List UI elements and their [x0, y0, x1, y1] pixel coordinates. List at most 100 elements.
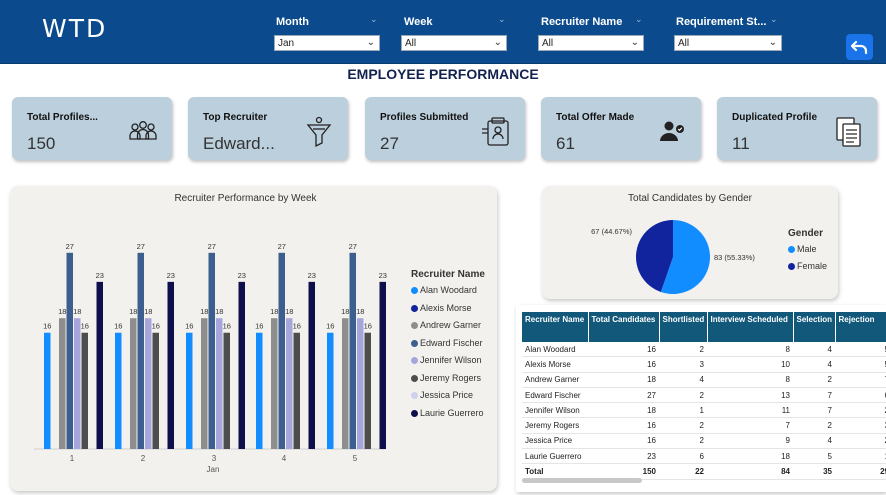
legend-label: Alan Woodard: [420, 285, 477, 295]
table-cell: 16: [588, 356, 659, 373]
pie-data-label: 83 (55.33%): [714, 253, 755, 262]
bar[interactable]: [364, 332, 372, 449]
logo: WTD: [42, 14, 108, 43]
bar-data-label: 18: [356, 307, 364, 316]
bar[interactable]: [59, 318, 66, 449]
bar[interactable]: [201, 318, 208, 449]
bar-data-label: 18: [270, 307, 278, 316]
column-header[interactable]: Total Candidates: [588, 312, 660, 342]
chevron-down-icon[interactable]: ⌄: [370, 14, 378, 24]
pie-legend: Gender Male Female: [788, 228, 827, 275]
bar[interactable]: [208, 252, 216, 449]
legend-dot-icon: [411, 392, 418, 400]
legend-dot-icon: [411, 287, 418, 295]
legend-item[interactable]: Jessica Price: [411, 387, 485, 405]
bar[interactable]: [342, 318, 349, 449]
table-row: Laurie Guerrero2361851: [522, 448, 886, 465]
pie-slice[interactable]: [636, 220, 673, 292]
column-header[interactable]: Rejection: [835, 312, 886, 342]
bar[interactable]: [66, 252, 74, 449]
bar-data-label: 16: [81, 322, 89, 331]
legend-item[interactable]: Laurie Guerrero: [411, 405, 485, 423]
bar[interactable]: [293, 332, 301, 449]
legend-item[interactable]: Jeremy Rogers: [411, 370, 485, 388]
bar[interactable]: [167, 281, 175, 449]
month-dropdown[interactable]: Jan ⌄: [274, 35, 380, 51]
requirement-status-slicer[interactable]: Requirement St... ⌄ All ⌄: [674, 14, 782, 51]
bar[interactable]: [137, 252, 145, 449]
bar-legend: Recruiter Name Alan Woodard Alexis Morse A…: [411, 269, 485, 422]
kpi-label: Total Offer Made: [556, 112, 635, 123]
chart-title: Total Candidates by Gender: [628, 193, 752, 204]
column-header[interactable]: Recruiter Name: [522, 312, 589, 342]
month-slicer-label: Month: [276, 16, 309, 28]
table-cell: 7: [835, 372, 886, 388]
requirement-dropdown[interactable]: All ⌄: [674, 35, 782, 51]
pie-chart-svg: 83 (55.33%) 67 (44.67%): [591, 220, 755, 294]
table-cell: 7: [707, 417, 793, 434]
bar[interactable]: [379, 281, 387, 449]
bar[interactable]: [357, 318, 364, 449]
table-cell: 2: [835, 433, 886, 450]
bar[interactable]: [115, 332, 122, 449]
bar[interactable]: [256, 332, 263, 449]
legend-item[interactable]: Andrew Garner: [411, 317, 485, 335]
table-cell: 2: [659, 417, 707, 434]
recruiter-dropdown[interactable]: All ⌄: [538, 35, 644, 51]
column-header[interactable]: Selection: [793, 312, 836, 342]
bar-data-label: 16: [326, 322, 334, 331]
month-slicer[interactable]: Month ⌄ Jan ⌄: [274, 14, 380, 51]
bar[interactable]: [74, 318, 81, 449]
bar[interactable]: [96, 281, 104, 449]
week-dropdown[interactable]: All ⌄: [401, 35, 507, 51]
bar[interactable]: [278, 252, 286, 449]
horizontal-scrollbar[interactable]: [522, 478, 642, 483]
bar[interactable]: [271, 318, 278, 449]
bar-data-label: 16: [293, 322, 301, 331]
pie-slice[interactable]: [660, 220, 710, 294]
week-slicer[interactable]: Week ⌄ All ⌄: [401, 14, 507, 51]
bar[interactable]: [186, 332, 193, 449]
table-cell: 8: [707, 342, 793, 358]
bar[interactable]: [286, 318, 293, 449]
bar[interactable]: [152, 332, 160, 449]
legend-item[interactable]: Edward Fischer: [411, 335, 485, 353]
column-header[interactable]: Interview Scheduled: [707, 312, 794, 342]
chevron-down-icon[interactable]: ⌄: [493, 37, 502, 48]
bar[interactable]: [327, 332, 334, 449]
bar-data-label: 16: [114, 322, 122, 331]
x-axis-title: Jan: [207, 465, 220, 474]
table-cell: 5: [793, 448, 835, 465]
chevron-down-icon[interactable]: ⌄: [630, 37, 639, 48]
header-bar: WTD Month ⌄ Jan ⌄ Week ⌄ All ⌄ Recruiter…: [0, 0, 886, 64]
bar[interactable]: [216, 318, 223, 449]
recruiter-slicer[interactable]: Recruiter Name ⌄ All ⌄: [538, 14, 644, 51]
bar[interactable]: [238, 281, 246, 449]
bar[interactable]: [44, 332, 51, 449]
bar[interactable]: [349, 252, 357, 449]
bar[interactable]: [308, 281, 316, 449]
chevron-down-icon[interactable]: ⌄: [366, 37, 375, 48]
recruiter-table-visual: Recruiter Name Total Candidates Shortliste…: [516, 305, 886, 492]
legend-item[interactable]: Jennifer Wilson: [411, 352, 485, 370]
chart-title: Recruiter Performance by Week: [174, 193, 317, 204]
table-cell: 2: [793, 372, 835, 388]
legend-item[interactable]: Female: [788, 258, 827, 275]
back-button[interactable]: [846, 34, 873, 60]
bar[interactable]: [130, 318, 137, 449]
bar[interactable]: [81, 332, 89, 449]
bar[interactable]: [145, 318, 152, 449]
bar-data-label: 18: [129, 307, 137, 316]
chevron-down-icon[interactable]: ⌄: [768, 37, 777, 48]
bar[interactable]: [223, 332, 231, 449]
chevron-down-icon[interactable]: ⌄: [498, 14, 506, 24]
kpi-label: Top Recruiter: [203, 112, 268, 123]
chevron-down-icon[interactable]: ⌄: [770, 14, 778, 24]
column-header[interactable]: Shortlisted: [659, 312, 708, 342]
legend-item[interactable]: Male: [788, 241, 827, 258]
chevron-down-icon[interactable]: ⌄: [635, 14, 643, 24]
table-cell: 4: [793, 433, 835, 450]
legend-item[interactable]: Alexis Morse: [411, 300, 485, 318]
bar-data-label: 27: [137, 242, 145, 251]
legend-item[interactable]: Alan Woodard: [411, 282, 485, 300]
